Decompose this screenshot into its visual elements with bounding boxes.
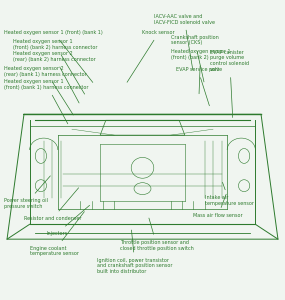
Text: Heated oxygen sensor 2
(rear) (bank 1) harness connector: Heated oxygen sensor 2 (rear) (bank 1) h…	[4, 66, 87, 115]
Text: Heated oxygen sensor 1
(front) (bank 1) harness connector: Heated oxygen sensor 1 (front) (bank 1) …	[4, 79, 89, 124]
Text: Resistor and condenser: Resistor and condenser	[24, 188, 82, 221]
Text: Intake air
temperature sensor: Intake air temperature sensor	[205, 182, 254, 206]
Text: Throttle position sensor and
closed throttle position switch: Throttle position sensor and closed thro…	[120, 218, 194, 250]
Text: Heated oxygen sensor 1 (front) (bank 1): Heated oxygen sensor 1 (front) (bank 1)	[4, 30, 103, 82]
Text: Engine coolant
temperature sensor: Engine coolant temperature sensor	[30, 212, 84, 256]
Text: Heated oxygen sensor 1
(front) (bank 2) harness connector: Heated oxygen sensor 1 (front) (bank 2) …	[13, 39, 97, 94]
Text: Knock sensor: Knock sensor	[127, 30, 175, 82]
Text: IACV-AAC valve and
IACV-FICD solenoid valve: IACV-AAC valve and IACV-FICD solenoid va…	[154, 14, 215, 70]
Text: Power steering oil
pressure switch: Power steering oil pressure switch	[4, 176, 50, 209]
Text: Heated oxygen sensor 2
(rear) (bank 2) harness connector: Heated oxygen sensor 2 (rear) (bank 2) h…	[13, 51, 95, 103]
Text: EVAP service port: EVAP service port	[176, 67, 220, 106]
Text: Injectors: Injectors	[46, 205, 89, 236]
Text: Heated oxygen sensor 1
(front) (bank 2): Heated oxygen sensor 1 (front) (bank 2)	[171, 50, 230, 94]
Text: Crankshaft position
sensor (CKS): Crankshaft position sensor (CKS)	[171, 34, 219, 82]
Text: EVAP canister
purge volume
control solenoid
valve: EVAP canister purge volume control solen…	[210, 50, 249, 118]
Text: Ignition coil, power transistor
and crankshaft position sensor
built into distri: Ignition coil, power transistor and cran…	[97, 230, 173, 274]
Text: Mass air flow sensor: Mass air flow sensor	[193, 194, 243, 218]
